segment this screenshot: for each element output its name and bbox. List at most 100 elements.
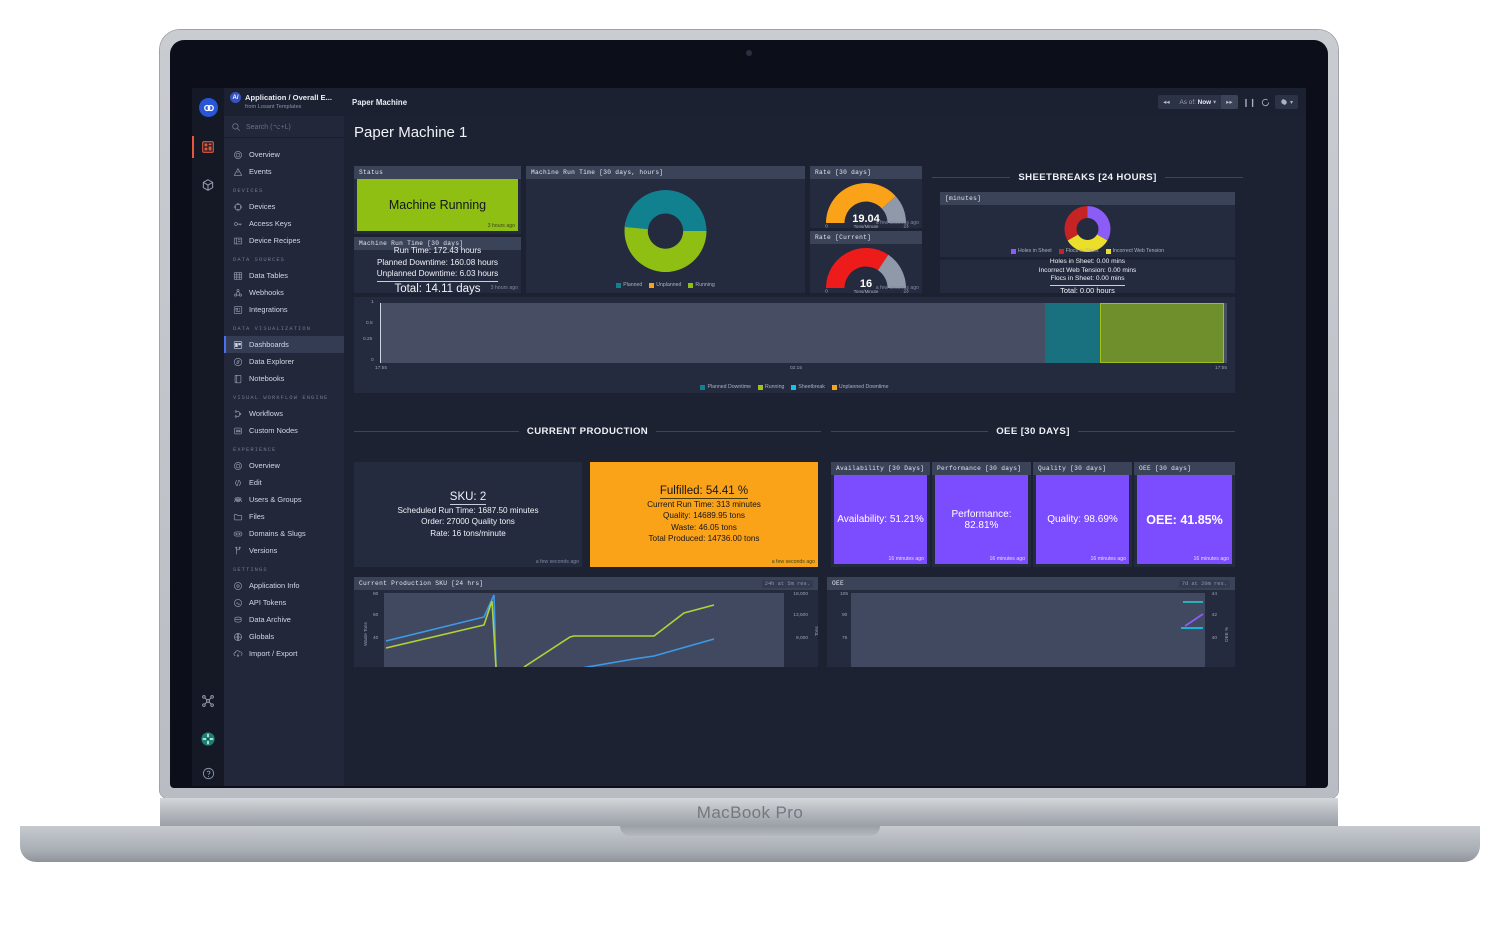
status-value: Machine Running	[388, 198, 487, 212]
refresh-icon[interactable]	[1261, 98, 1270, 107]
sidebar-item-overview[interactable]: Overview	[224, 457, 344, 474]
dashboards-rail-icon[interactable]	[192, 132, 224, 162]
sidebar-item-data-archive[interactable]: Data Archive	[224, 611, 344, 628]
folder-icon	[233, 513, 243, 520]
run-time-stats-title: Machine Run Time [30 days]	[359, 240, 464, 247]
oee-section-header: OEE [30 DAYS]	[831, 426, 1236, 437]
sheetbreaks-legend-item[interactable]: Holes in Sheet	[1010, 248, 1052, 254]
domain-icon	[233, 531, 243, 536]
sidebar-app-header[interactable]: A/ Application / Overall E... from Losan…	[224, 88, 344, 116]
app-subtitle: from Losant Templates	[245, 104, 302, 110]
current-production-section-header: CURRENT PRODUCTION	[354, 426, 822, 437]
sidebar-item-events[interactable]: Events	[224, 163, 344, 180]
oee-card: OEE [30 days] OEE: 41.85% 16 minutes ago	[1134, 462, 1235, 567]
time-next-button[interactable]: ▸▸	[1221, 95, 1238, 109]
key-icon	[234, 221, 242, 226]
overview-icon	[234, 150, 242, 159]
archive-icon	[234, 616, 242, 622]
timeline-legend-swatch	[700, 384, 706, 390]
timeline-ytick-0: 0	[371, 358, 374, 363]
overview-icon	[234, 461, 242, 470]
sheetbreaks-legend-label: Incorrect Web Tension	[1112, 248, 1165, 254]
edge-rail-icon[interactable]	[192, 724, 224, 754]
laptop-hinge	[160, 798, 1338, 826]
top-toolbar: Paper Machine ◂◂ As of: Now ▾ ▸▸ ❙❙	[344, 88, 1306, 116]
sidebar-item-workflows[interactable]: Workflows	[224, 405, 344, 422]
production-sku-chart-title: Current Production SKU [24 hrs]	[359, 580, 484, 587]
sidebar-item-devices[interactable]: Devices	[224, 198, 344, 215]
sidebar-item-data-tables[interactable]: Data Tables	[224, 267, 344, 284]
timeline-legend-item[interactable]: Unplanned Downtime	[831, 384, 889, 390]
run-time-stats-timestamp: 3 hours ago	[490, 285, 518, 291]
run-time-legend-item[interactable]: Running	[688, 282, 715, 288]
sidebar-item-edit[interactable]: Edit	[224, 474, 344, 491]
production-sku-chart-widget: Current Production SKU [24 hrs] 24h at 5…	[354, 577, 819, 667]
breadcrumb: Paper Machine	[352, 97, 408, 107]
sku-scheduled-run-time: Scheduled Run Time: 1687.50 minutes	[397, 505, 539, 515]
sidebar-item-application-info[interactable]: Application Info	[224, 577, 344, 594]
sheetbreaks-legend-swatch	[1010, 248, 1016, 254]
run-time-legend-item[interactable]: Planned	[616, 282, 642, 288]
sidebar-item-dashboards[interactable]: Dashboards	[224, 336, 344, 353]
search-input[interactable]: Search (⌥+L)	[224, 116, 344, 138]
pause-button[interactable]: ❙❙	[1242, 97, 1256, 107]
compass-icon	[233, 357, 243, 366]
nav-group-label: SETTINGS	[233, 567, 268, 573]
applications-rail-icon[interactable]	[192, 170, 224, 200]
sidebar-item-files[interactable]: Files	[224, 508, 344, 525]
timeline-legend-item[interactable]: Running	[758, 384, 784, 390]
losant-logo-icon[interactable]	[199, 98, 218, 117]
timeline-legend-swatch	[791, 384, 797, 390]
dashboard-settings-button[interactable]: ▾	[1274, 95, 1298, 109]
icon-rail	[192, 88, 224, 786]
sidebar-item-notebooks[interactable]: Notebooks	[224, 370, 344, 387]
sheetbreaks-legend-swatch	[1058, 248, 1064, 254]
sheetbreaks-legend-item[interactable]: Flocs in Sheet	[1058, 248, 1099, 254]
page-title: Paper Machine 1	[354, 124, 468, 141]
sidebar-item-import-export[interactable]: Import / Export	[224, 645, 344, 662]
sidebar-item-label: API Tokens	[249, 598, 287, 607]
oee-lines	[851, 593, 1205, 667]
sidebar-item-webhooks[interactable]: Webhooks	[224, 284, 344, 301]
sidebar-item-data-explorer[interactable]: Data Explorer	[224, 353, 344, 370]
sku-y2tick-9000: 9,000	[795, 636, 808, 641]
sidebar-item-users-groups[interactable]: Users & Groups	[224, 491, 344, 508]
fulfilled-total-produced: Total Produced: 14736.00 tons	[648, 534, 760, 543]
help-rail-icon[interactable]	[192, 758, 224, 786]
sidebar-item-access-keys[interactable]: Access Keys	[224, 215, 344, 232]
search-placeholder: Search (⌥+L)	[246, 123, 291, 131]
fulfilled-widget: Fulfilled: 54.41 % Current Run Time: 313…	[590, 462, 818, 567]
sidebar-item-api-tokens[interactable]: API Tokens	[224, 594, 344, 611]
as-of-selector[interactable]: As of: Now ▾	[1179, 98, 1217, 107]
run-time-legend-item[interactable]: Unplanned	[649, 282, 681, 288]
oee-chart-title: OEE	[832, 580, 845, 587]
import-export-icon	[233, 649, 243, 657]
timeline-legend-item[interactable]: Sheetbreak	[791, 384, 825, 390]
oee-section-title: OEE [30 DAYS]	[996, 426, 1070, 437]
workflows-rail-icon[interactable]	[192, 686, 224, 716]
timeline-ytick-1: 1	[371, 300, 374, 305]
sheetbreaks-donut-legend: Holes in Sheet Flocs in Sheet Incorrect We…	[940, 248, 1235, 254]
sidebar-item-label: Workflows	[249, 409, 283, 418]
time-prev-button[interactable]: ◂◂	[1163, 99, 1170, 106]
sidebar-item-device-recipes[interactable]: Device Recipes	[224, 232, 344, 249]
run-time-legend-swatch	[616, 282, 622, 288]
rate-current-title: Rate [Current]	[815, 234, 872, 241]
app-title: Application / Overall E...	[245, 93, 332, 102]
timeline-legend: Planned Downtime Running Sheetbreak Unplann…	[354, 384, 1235, 390]
sheetbreaks-legend-item[interactable]: Incorrect Web Tension	[1105, 248, 1165, 254]
sidebar-item-integrations[interactable]: Integrations	[224, 301, 344, 318]
sidebar-item-globals[interactable]: Globals	[224, 628, 344, 645]
sidebar-item-custom-nodes[interactable]: Custom Nodes	[224, 422, 344, 439]
sidebar-item-domains-slugs[interactable]: Domains & Slugs	[224, 525, 344, 542]
sidebar-item-label: Devices	[249, 202, 276, 211]
sidebar-item-versions[interactable]: Versions	[224, 542, 344, 559]
rate-30-title: Rate [30 days]	[815, 169, 872, 176]
integrations-icon	[233, 305, 243, 314]
status-timestamp: 3 hours ago	[487, 223, 515, 229]
sidebar-item-overview[interactable]: Overview	[224, 146, 344, 163]
current-production-section-title: CURRENT PRODUCTION	[526, 426, 649, 437]
timeline-legend-item[interactable]: Planned Downtime	[700, 384, 751, 390]
sidebar-item-label: Data Tables	[249, 271, 288, 280]
sidebar-item-label: Import / Export	[249, 649, 298, 658]
